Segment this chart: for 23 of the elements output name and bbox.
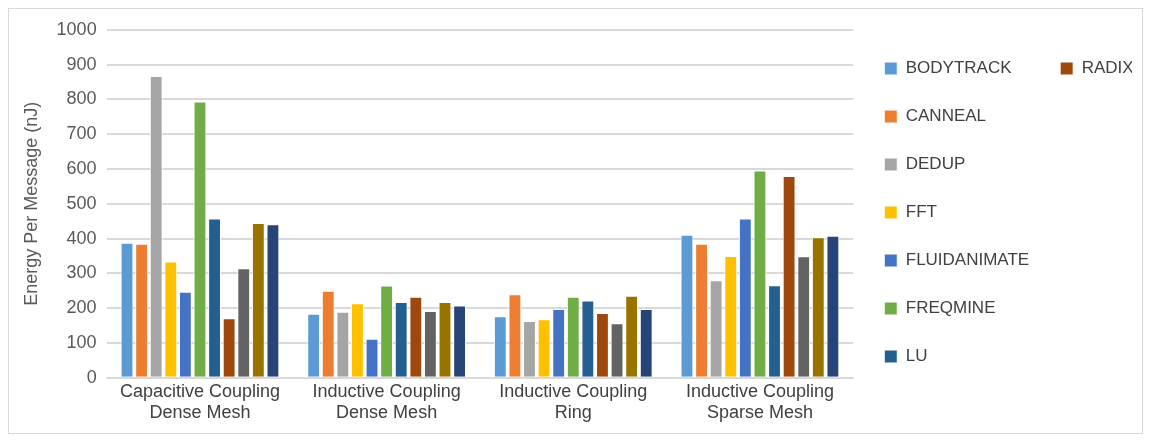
y-tick-label: 300 bbox=[66, 262, 97, 283]
x-tick-label: Inductive Coupling Sparse Mesh bbox=[685, 380, 834, 423]
y-tick-label: 800 bbox=[66, 88, 97, 109]
legend-label: DEDUP bbox=[905, 154, 966, 174]
x-tick-label: Inductive Coupling Ring bbox=[499, 380, 648, 423]
y-tick-label: 400 bbox=[66, 227, 97, 248]
legend-label: CANNEAL bbox=[905, 106, 987, 126]
y-tick-label: 1000 bbox=[56, 18, 97, 39]
legend-label: FLUIDANIMATE bbox=[905, 250, 1030, 270]
y-tick-label: 900 bbox=[66, 53, 97, 74]
legend-label: FFT bbox=[905, 202, 937, 222]
y-tick-label: 500 bbox=[66, 192, 97, 213]
y-tick-label: 200 bbox=[66, 297, 97, 318]
y-tick-label: 700 bbox=[66, 123, 97, 144]
legend-label: FREQMINE bbox=[905, 298, 996, 318]
legend-label: BODYTRACK bbox=[905, 58, 1013, 78]
y-tick-label: 0 bbox=[86, 366, 97, 387]
legend-label: LU bbox=[905, 346, 928, 366]
y-axis-title: Energy Per Message (nJ) bbox=[20, 101, 41, 306]
y-tick-label: 600 bbox=[66, 157, 97, 178]
x-tick-label: Capacitive Coupling Dense Mesh bbox=[119, 380, 281, 423]
x-tick-label: Inductive Coupling Dense Mesh bbox=[312, 380, 461, 423]
y-tick-label: 100 bbox=[66, 331, 97, 352]
